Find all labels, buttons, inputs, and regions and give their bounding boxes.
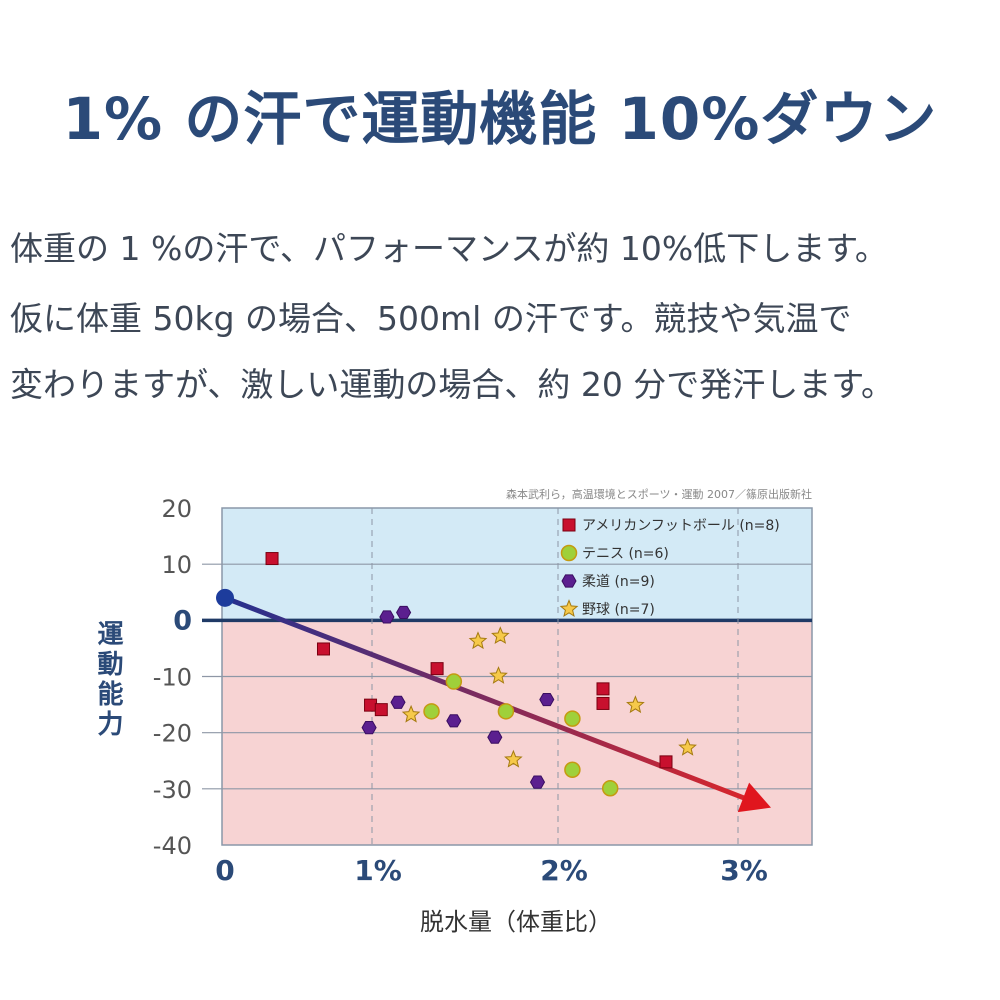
legend-american-football-label: アメリカンフットボール (n=8): [582, 518, 780, 534]
y-axis-label: 運動能力: [93, 620, 123, 740]
legend-tennis-label: テニス (n=6): [582, 546, 669, 562]
american-football-point: [364, 698, 378, 712]
legend-baseball-label: 野球 (n=7): [582, 602, 655, 618]
legend-judo-marker: [561, 574, 577, 588]
judo-point: [390, 695, 406, 709]
y-tick-label: -10: [153, 664, 192, 692]
american-football-point: [430, 662, 444, 676]
baseball-point: [678, 737, 697, 756]
judo-point: [529, 775, 546, 789]
american-football-point: [596, 696, 610, 710]
tennis-point: [445, 673, 463, 690]
american-football-point: [374, 703, 388, 717]
legend-judo-label: 柔道 (n=9): [582, 574, 655, 590]
tennis-point: [564, 761, 581, 778]
x-tick-label: 0: [215, 854, 234, 887]
page-title: 1% の汗で運動機能 10%ダウン: [62, 85, 938, 153]
y-tick-label: 10: [161, 551, 192, 579]
y-tick-label: -30: [153, 776, 192, 804]
chart-source: 森本武利ら，高温環境とスポーツ・運動 2007／篠原出版新社: [506, 487, 812, 501]
judo-point: [361, 721, 377, 735]
legend-tennis-marker: [560, 544, 578, 562]
tennis-point: [497, 703, 515, 720]
y-tick-label: 20: [161, 495, 192, 523]
judo-point: [396, 605, 412, 619]
y-tick-label: -40: [153, 832, 192, 860]
x-tick-label: 2%: [540, 854, 588, 887]
x-tick-label: 3%: [720, 854, 768, 887]
baseball-point: [401, 704, 421, 723]
american-football-point: [265, 552, 279, 566]
judo-point: [487, 730, 503, 744]
tennis-point: [423, 703, 440, 720]
judo-point: [446, 714, 462, 728]
baseball-point: [491, 626, 510, 644]
body-text-line-1: 体重の 1 %の汗で、パフォーマンスが約 10%低下します。: [10, 229, 888, 268]
legend-american-football-marker: [562, 518, 576, 532]
american-football-point: [596, 682, 610, 696]
baseball-point: [468, 631, 488, 650]
trend-arrowhead: [737, 782, 771, 813]
tennis-point: [601, 780, 619, 797]
tennis-point: [564, 710, 581, 727]
american-football-point: [659, 755, 673, 769]
body-text-line-3: 変わりますが、激しい運動の場合、約 20 分で発汗します。: [10, 365, 895, 404]
x-tick-label: 1%: [354, 854, 402, 887]
trend-start-marker: [216, 588, 234, 607]
legend-baseball-marker: [559, 599, 579, 617]
american-football-point: [316, 642, 330, 656]
judo-point: [379, 610, 395, 624]
y-tick-label: 0: [173, 605, 192, 636]
y-tick-label: -20: [153, 720, 192, 748]
judo-point: [539, 693, 555, 707]
baseball-point: [626, 695, 645, 714]
baseball-point: [504, 749, 523, 768]
baseball-point: [489, 666, 508, 684]
x-axis-label: 脱水量（体重比）: [420, 908, 612, 936]
body-text-line-2: 仮に体重 50kg の場合、500ml の汗です。競技や気温で: [10, 299, 852, 338]
